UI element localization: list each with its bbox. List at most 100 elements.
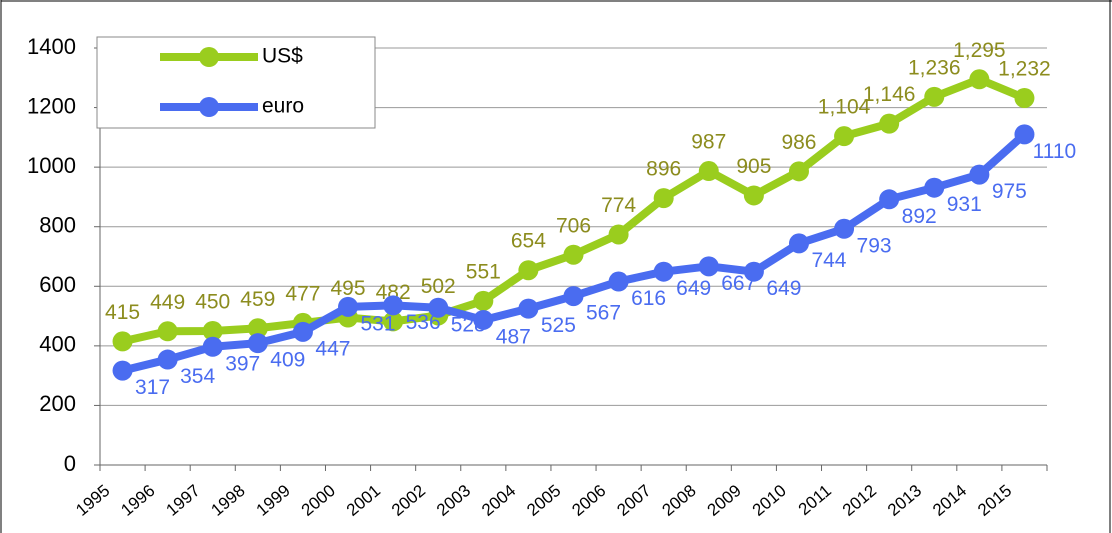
y-tick-label: 1400 bbox=[27, 34, 76, 59]
y-tick-label: 1000 bbox=[27, 153, 76, 178]
data-label: 449 bbox=[150, 291, 185, 314]
y-tick-label: 200 bbox=[39, 391, 76, 416]
data-label: 536 bbox=[406, 311, 441, 334]
point bbox=[202, 320, 223, 341]
legend-label: US$ bbox=[262, 45, 303, 68]
point bbox=[338, 296, 359, 317]
point bbox=[788, 161, 809, 182]
point bbox=[924, 177, 945, 198]
point bbox=[608, 224, 629, 245]
point bbox=[157, 349, 178, 370]
data-label: 774 bbox=[601, 194, 636, 217]
data-label: 482 bbox=[376, 281, 411, 304]
data-label: 1,146 bbox=[863, 83, 916, 106]
x-tick-label: 2000 bbox=[298, 481, 339, 520]
data-label: 397 bbox=[225, 352, 260, 375]
data-label: 551 bbox=[466, 260, 501, 283]
data-label: 354 bbox=[180, 365, 215, 388]
x-tick-label: 2003 bbox=[433, 481, 474, 520]
x-tick-label: 2014 bbox=[929, 481, 970, 520]
legend bbox=[96, 36, 376, 129]
data-label: 447 bbox=[315, 337, 350, 360]
point bbox=[563, 286, 584, 307]
point bbox=[969, 69, 990, 90]
point bbox=[743, 185, 764, 206]
x-tick-label: 2010 bbox=[749, 481, 790, 520]
point bbox=[112, 331, 133, 352]
point bbox=[518, 298, 539, 319]
x-tick-label: 2004 bbox=[478, 481, 519, 520]
data-label: 896 bbox=[646, 158, 681, 181]
y-tick-label: 600 bbox=[39, 272, 76, 297]
data-label: 987 bbox=[691, 131, 726, 154]
point bbox=[292, 321, 313, 342]
data-label: 654 bbox=[511, 230, 546, 253]
point bbox=[788, 233, 809, 254]
data-label: 567 bbox=[586, 302, 621, 325]
legend-label: euro bbox=[262, 95, 304, 118]
point bbox=[608, 271, 629, 292]
point bbox=[698, 256, 719, 277]
point bbox=[879, 113, 900, 134]
point bbox=[428, 297, 449, 318]
x-tick-label: 2007 bbox=[613, 481, 654, 520]
x-tick-label: 1999 bbox=[253, 481, 294, 520]
point bbox=[653, 261, 674, 282]
point bbox=[112, 360, 133, 381]
point bbox=[1014, 124, 1035, 145]
data-label: 502 bbox=[421, 275, 456, 298]
data-label: 525 bbox=[541, 314, 576, 337]
point bbox=[383, 311, 404, 332]
x-tick-label: 2009 bbox=[704, 481, 745, 520]
point bbox=[473, 309, 494, 330]
point bbox=[157, 321, 178, 342]
y-tick-label: 0 bbox=[64, 451, 76, 476]
data-label: 1110 bbox=[1033, 140, 1077, 163]
x-tick-label: 2015 bbox=[974, 481, 1015, 520]
x-tick-label: 2001 bbox=[343, 481, 384, 520]
data-label: 793 bbox=[857, 234, 892, 257]
data-label: 450 bbox=[195, 291, 230, 314]
point bbox=[743, 261, 764, 282]
data-label: 409 bbox=[270, 349, 305, 372]
y-tick-label: 1200 bbox=[27, 93, 76, 118]
legend-marker bbox=[199, 47, 219, 67]
point bbox=[202, 336, 223, 357]
data-label: 1,295 bbox=[953, 39, 1006, 62]
x-tick-label: 1998 bbox=[208, 481, 249, 520]
data-label: 477 bbox=[285, 282, 320, 305]
point bbox=[473, 290, 494, 311]
data-label: 531 bbox=[361, 312, 396, 335]
data-label: 415 bbox=[105, 301, 140, 324]
data-label: 649 bbox=[766, 277, 801, 300]
data-label: 905 bbox=[736, 155, 771, 178]
data-label: 744 bbox=[811, 249, 846, 272]
point bbox=[518, 260, 539, 281]
point bbox=[834, 218, 855, 239]
legend-marker bbox=[199, 97, 219, 117]
data-label: 649 bbox=[676, 277, 711, 300]
data-label: 975 bbox=[992, 180, 1027, 203]
data-label: 892 bbox=[902, 205, 937, 228]
data-label: 986 bbox=[781, 131, 816, 154]
x-tick-label: 2011 bbox=[795, 481, 835, 519]
data-label: 459 bbox=[240, 288, 275, 311]
point bbox=[698, 161, 719, 182]
point bbox=[383, 295, 404, 316]
x-tick-label: 2012 bbox=[839, 481, 880, 520]
x-tick-label: 2002 bbox=[388, 481, 429, 520]
point bbox=[834, 126, 855, 147]
data-label: 487 bbox=[496, 325, 531, 348]
point bbox=[247, 333, 268, 354]
data-label: 1,236 bbox=[908, 56, 961, 79]
data-label: 931 bbox=[947, 193, 982, 216]
point bbox=[969, 164, 990, 185]
point bbox=[653, 188, 674, 209]
data-label: 495 bbox=[331, 277, 366, 300]
point bbox=[1014, 88, 1035, 109]
point bbox=[924, 86, 945, 107]
x-tick-label: 1996 bbox=[117, 481, 158, 520]
data-label: 1,104 bbox=[818, 96, 871, 119]
x-tick-label: 2008 bbox=[659, 481, 700, 520]
